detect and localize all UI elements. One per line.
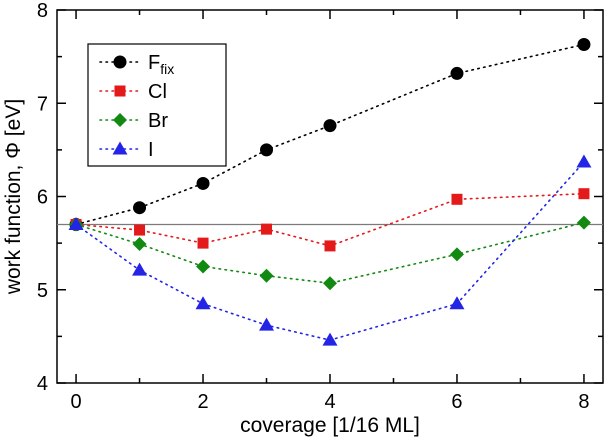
legend-label: I bbox=[148, 139, 154, 161]
x-axis-title: coverage [1/16 ML] bbox=[240, 414, 420, 437]
data-point-diamond bbox=[196, 259, 211, 274]
data-point-triangle bbox=[259, 317, 275, 331]
y-tick-label: 4 bbox=[37, 373, 48, 395]
data-point-circle bbox=[323, 119, 337, 133]
data-point-square bbox=[114, 85, 126, 97]
data-point-triangle bbox=[449, 296, 465, 310]
data-point-diamond bbox=[259, 268, 274, 283]
data-point-diamond bbox=[323, 276, 337, 291]
x-tick-label: 2 bbox=[197, 391, 208, 413]
x-tick-label: 0 bbox=[70, 391, 81, 413]
series-line bbox=[75, 192, 585, 247]
data-point-triangle bbox=[195, 296, 211, 310]
data-point-diamond bbox=[449, 247, 464, 262]
legend-label: Cl bbox=[148, 81, 167, 103]
legend-item-I: I bbox=[99, 139, 154, 161]
data-point-circle bbox=[113, 55, 127, 69]
legend-item-Br: Br bbox=[99, 110, 168, 132]
series-line bbox=[75, 221, 585, 285]
data-point-diamond bbox=[132, 237, 147, 252]
data-point-circle bbox=[577, 38, 591, 52]
data-point-square bbox=[578, 188, 590, 200]
y-tick-label: 8 bbox=[37, 0, 48, 22]
data-point-triangle bbox=[322, 332, 338, 346]
series-Cl bbox=[70, 188, 590, 252]
data-point-square bbox=[261, 223, 273, 235]
data-point-circle bbox=[196, 176, 210, 190]
data-point-circle bbox=[450, 66, 464, 80]
data-point-circle bbox=[260, 143, 274, 157]
x-tick-label: 4 bbox=[324, 391, 335, 413]
x-tick-labels: 0 2 4 6 8 bbox=[70, 391, 589, 413]
data-point-diamond bbox=[576, 215, 591, 230]
x-tick-label: 8 bbox=[578, 391, 589, 413]
y-tick-label: 7 bbox=[37, 93, 48, 115]
y-tick-labels: 4 5 6 7 8 bbox=[37, 0, 48, 395]
y-axis-title: work function, Φ [eV] bbox=[2, 99, 25, 295]
data-point-diamond bbox=[113, 113, 127, 127]
x-tick-label: 6 bbox=[451, 391, 462, 413]
axis-ticks bbox=[57, 9, 603, 384]
data-point-triangle bbox=[68, 216, 84, 230]
data-point-square bbox=[324, 240, 336, 252]
y-tick-label: 5 bbox=[37, 280, 48, 302]
y-tick-label: 6 bbox=[37, 187, 48, 209]
data-point-circle bbox=[133, 201, 147, 215]
data-point-triangle bbox=[576, 154, 592, 168]
legend-label: Br bbox=[148, 110, 168, 132]
data-point-triangle bbox=[132, 262, 148, 276]
legend-box bbox=[87, 43, 227, 167]
series-F_fix bbox=[69, 38, 591, 231]
series-Br bbox=[69, 215, 591, 291]
data-point-square bbox=[451, 193, 463, 205]
data-point-square bbox=[197, 237, 209, 249]
legend-item-Cl: Cl bbox=[99, 81, 167, 103]
data-point-square bbox=[134, 224, 146, 236]
data-point-triangle bbox=[112, 141, 128, 155]
series-I bbox=[68, 154, 592, 346]
